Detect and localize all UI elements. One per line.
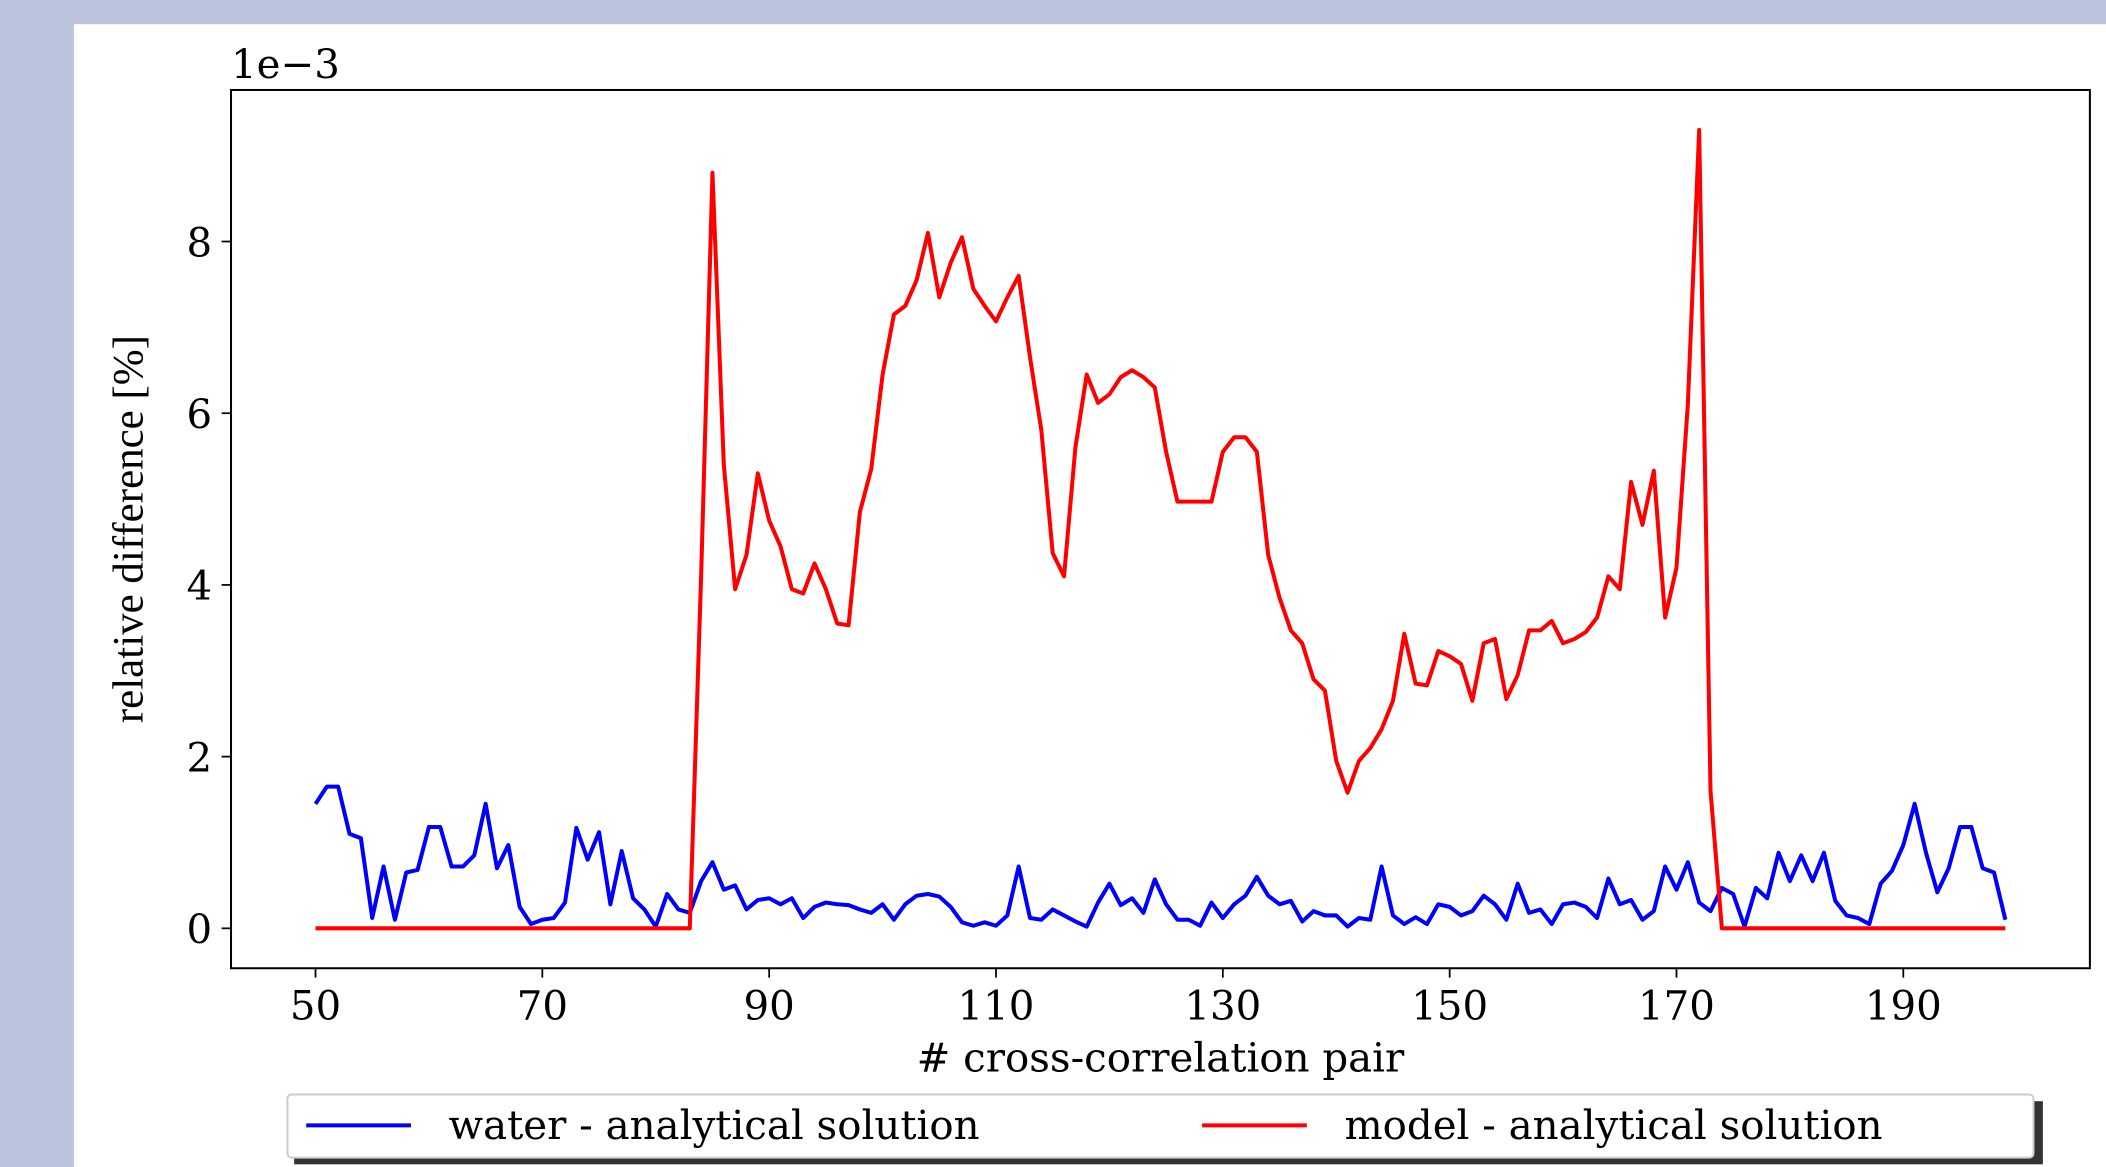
- x-tick-label: 170: [1638, 982, 1715, 1029]
- y-tick-label: 6: [187, 391, 213, 438]
- plot-frame: [230, 88, 2091, 970]
- data-line: [313, 784, 2008, 929]
- y-tick-label: 8: [187, 219, 213, 266]
- x-tick-label: 70: [517, 982, 568, 1029]
- y-tick-label: 2: [187, 734, 213, 781]
- data-line: [315, 127, 2006, 931]
- y-axis-label: relative difference [%]: [105, 335, 152, 723]
- x-tick-label: 110: [958, 982, 1035, 1029]
- legend: [286, 1093, 2035, 1159]
- y-tick-label: 4: [187, 563, 213, 610]
- x-tick-label: 50: [290, 982, 341, 1029]
- x-tick-label: 150: [1411, 982, 1488, 1029]
- panel: [73, 24, 2106, 1167]
- legend-label: water - analytical solution: [449, 1102, 980, 1149]
- x-tick-label: 90: [744, 982, 795, 1029]
- x-tick-label: 190: [1865, 982, 1942, 1029]
- x-axis-label: # cross-correlation pair: [917, 1035, 1405, 1082]
- x-tick-label: 130: [1184, 982, 1261, 1029]
- offset-text: 1e−3: [231, 41, 340, 88]
- legend-label: model - analytical solution: [1344, 1102, 1882, 1149]
- y-tick-label: 0: [187, 906, 213, 953]
